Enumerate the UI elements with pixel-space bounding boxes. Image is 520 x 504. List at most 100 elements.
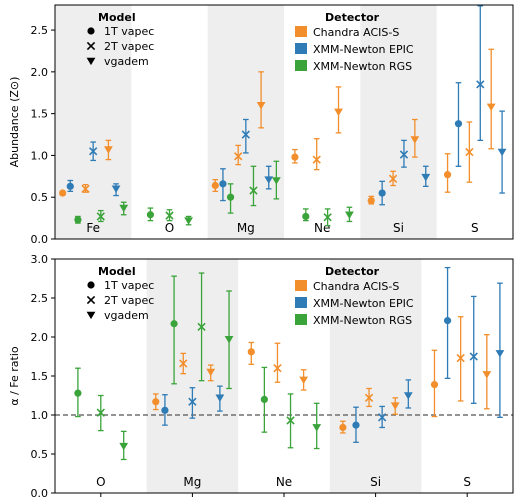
data-point-si-chandra [388,170,398,187]
legend-marker-x-stroke [86,41,96,51]
marker [465,147,474,157]
data-point-mg-epic [241,118,250,154]
y-tick-label: 1.5 [31,108,49,121]
marker [469,352,478,361]
legend-model-label: 2T vapec [104,40,154,53]
data-point-fe-rgs [119,201,129,216]
y-tick-label: 0.5 [31,191,49,204]
marker [334,108,343,117]
marker [161,406,169,414]
marker [388,174,398,183]
marker [377,413,387,422]
y-tick-label: 0.5 [31,448,49,461]
data-point-ne-rgs [286,393,295,449]
data-point-ne-chandra [247,341,255,365]
marker [291,153,299,161]
data-point-ne-rgs [302,208,310,222]
data-point-mg-chandra [234,144,243,166]
marker [454,120,463,128]
marker [264,176,274,184]
data-point-fe-epic [89,141,98,162]
data-point-mg-epic [264,165,274,190]
data-point-s-chandra [482,334,492,410]
marker-stroke [89,147,98,156]
marker-stroke [197,322,206,332]
legend-detector-label: XMM-Newton RGS [313,314,412,327]
data-point-mg-chandra [256,71,266,129]
marker [352,421,360,429]
data-point-fe-rgs [96,209,105,223]
data-point-ne-rgs [260,366,268,433]
legend-marker-x [86,295,96,305]
marker-stroke [179,359,188,368]
data-point-s-epic [469,295,478,404]
y-axis-label: α / Fe ratio [8,346,21,406]
legend-marker-x-stroke [86,295,96,305]
element-label-si: Si [370,475,381,489]
marker [247,348,255,356]
marker-stroke [188,397,197,406]
marker [96,408,105,417]
marker [345,211,354,219]
element-label-s: S [471,221,479,235]
data-point-fe-epic [66,179,74,193]
data-point-ne-rgs [312,402,322,450]
data-point-fe-epic [111,183,121,197]
marker-stroke [273,364,282,373]
data-point-fe-chandra [59,189,67,197]
data-point-mg-rgs [170,275,178,385]
marker [74,389,82,397]
marker [273,364,282,373]
marker [443,317,452,325]
marker-stroke [465,147,474,157]
data-point-mg-epic [161,394,169,426]
marker [215,394,225,403]
legend-detector-label: XMM-Newton RGS [313,60,412,73]
marker-stroke [364,393,374,403]
data-point-mg-epic [219,168,227,202]
marker [378,189,386,197]
y-tick-label: 1.0 [31,409,49,422]
legend-model-label: 1T vapec [104,279,154,292]
data-point-o-rgs [74,367,82,418]
marker [403,392,413,400]
marker-stroke [96,408,105,417]
y-tick-label: 2.5 [31,24,49,37]
data-point-o-rgs [184,215,193,226]
legend-detector-title: Detector [325,11,380,24]
marker [219,180,227,188]
data-point-si-chandra [367,195,375,205]
y-tick-label: 2.0 [31,66,49,79]
data-point-mg-rgs [226,183,235,214]
data-point-mg-chandra [152,393,160,411]
data-point-si-epic [403,379,413,409]
y-tick-label: 2.0 [31,331,49,344]
marker [96,212,105,221]
data-point-fe-chandra [81,184,90,194]
data-point-si-chandra [364,387,374,408]
element-label-fe: Fe [86,221,100,235]
marker [111,185,121,194]
data-point-mg-chandra [211,179,219,193]
marker [430,380,439,389]
marker [486,103,496,112]
marker [206,368,216,377]
marker [421,173,431,182]
marker [364,393,374,403]
data-point-ne-chandra [291,148,299,164]
marker [74,216,82,224]
y-tick-label: 0.0 [31,487,49,500]
data-point-mg-rgs [197,272,206,382]
legend-marker-triangle-down [86,57,96,66]
marker-stroke [249,186,258,195]
data-point-s-epic [476,5,485,142]
element-label-ne: Ne [314,221,330,235]
marker-stroke [388,174,398,183]
legend-swatch-rgs [295,60,307,71]
data-point-mg-rgs [249,165,258,207]
legend-detector-label: Chandra ACIS-S [313,280,399,293]
marker-stroke [241,130,250,139]
plot-frame [54,4,514,240]
marker-stroke [96,212,105,221]
